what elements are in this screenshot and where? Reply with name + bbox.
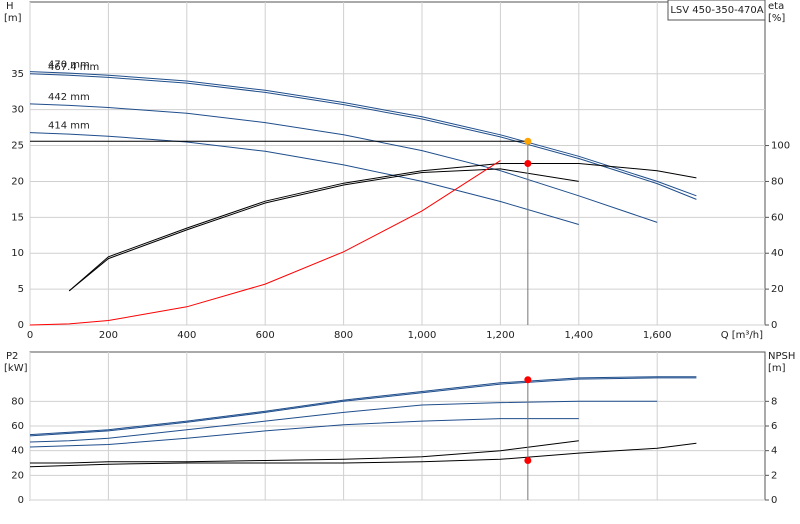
y2-unit: [%] xyxy=(768,13,785,24)
curve-label: 442 mm xyxy=(48,92,90,103)
y-tick-label: 20 xyxy=(11,176,24,187)
operating-point xyxy=(524,160,532,167)
y-tick-label: 40 xyxy=(11,446,24,457)
curve-label: 414 mm xyxy=(48,121,90,132)
y-label: P2 xyxy=(6,351,18,362)
x-tick-label: 1,000 xyxy=(408,330,437,341)
curve xyxy=(29,160,501,326)
curve xyxy=(29,376,697,436)
curve xyxy=(30,440,579,464)
x-tick-label: 200 xyxy=(99,330,118,341)
curve-label: 467.4 mm xyxy=(48,62,99,73)
model-box xyxy=(667,0,766,21)
y-tick-label: 80 xyxy=(11,396,24,407)
y2-tick-label: 80 xyxy=(771,176,784,187)
y-tick-label: 0 xyxy=(18,495,24,506)
y-tick-label: 25 xyxy=(11,141,24,152)
curve xyxy=(29,103,658,223)
curve xyxy=(29,377,697,437)
curve xyxy=(29,442,697,468)
x-tick-label: 0 xyxy=(27,330,33,341)
y2-tick-label: 60 xyxy=(771,212,784,223)
y2-tick-label: 40 xyxy=(771,248,784,259)
operating-point xyxy=(524,457,532,465)
y2-label: eta xyxy=(768,1,784,12)
y2-tick-label: 8 xyxy=(771,396,777,407)
x-tick-label: 400 xyxy=(177,330,196,341)
y-tick-label: 35 xyxy=(11,69,24,80)
curve xyxy=(29,418,579,448)
y2-tick-label: 20 xyxy=(771,284,784,295)
curve xyxy=(29,71,697,197)
y-tick-label: 10 xyxy=(11,248,24,259)
y2-tick-label: 100 xyxy=(771,141,790,152)
curve-label: 470 mm xyxy=(48,60,90,71)
curve xyxy=(29,400,658,443)
x-label: Q [m³/h] xyxy=(721,330,763,341)
y2-tick-label: 2 xyxy=(771,470,777,481)
y2-unit: [m] xyxy=(768,363,786,374)
curve xyxy=(68,163,697,292)
curve xyxy=(29,73,697,200)
y-tick-label: 20 xyxy=(11,470,24,481)
y2-tick-label: 6 xyxy=(771,421,777,432)
y-tick-label: 5 xyxy=(18,284,24,295)
y2-tick-label: 0 xyxy=(771,495,777,506)
y-label: H xyxy=(6,1,14,12)
curve xyxy=(29,132,579,225)
x-tick-label: 800 xyxy=(334,330,353,341)
operating-point xyxy=(524,376,532,384)
x-tick-label: 1,400 xyxy=(564,330,593,341)
y2-tick-label: 0 xyxy=(771,320,777,331)
y-tick-label: 15 xyxy=(11,212,24,223)
model-label: LSV 450-350-470A xyxy=(670,5,763,16)
x-tick-label: 600 xyxy=(256,330,275,341)
y-unit: [m] xyxy=(4,13,22,24)
y-tick-label: 30 xyxy=(11,105,24,116)
x-tick-label: 1,200 xyxy=(486,330,515,341)
y-unit: [kW] xyxy=(4,363,28,374)
y2-label: NPSH xyxy=(768,351,795,362)
y-tick-label: 60 xyxy=(11,421,24,432)
operating-point xyxy=(524,137,532,145)
x-tick-label: 1,600 xyxy=(643,330,672,341)
y-tick-label: 0 xyxy=(18,320,24,331)
y2-tick-label: 4 xyxy=(771,446,777,457)
plot-frame xyxy=(29,1,766,326)
